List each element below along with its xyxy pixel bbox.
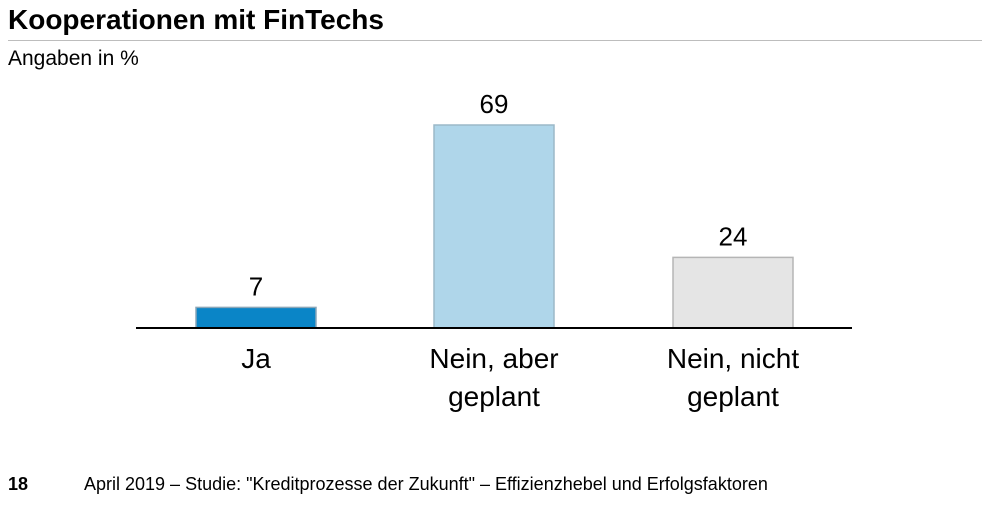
title-divider xyxy=(8,40,982,41)
footer-page-number: 18 xyxy=(8,474,29,494)
bar-2 xyxy=(433,124,555,329)
page-title: Kooperationen mit FinTechs xyxy=(8,4,384,35)
data-label-1: 7 xyxy=(249,271,263,301)
category-label-2-line-2: geplant xyxy=(448,381,540,412)
category-label-3-line-2: geplant xyxy=(687,381,779,412)
data-label-2: 69 xyxy=(480,89,509,119)
bar-chart: 7 Ja 69 Nein, aber geplant 24 Nein, nicht gepla… xyxy=(136,89,852,412)
bar-1 xyxy=(195,306,317,329)
footer-source: April 2019 – Studie: "Kreditprozesse der… xyxy=(84,474,768,494)
category-label-1-line-1: Ja xyxy=(241,343,271,374)
bar-3 xyxy=(672,256,794,329)
data-label-3: 24 xyxy=(719,221,748,251)
chart-subtitle: Angaben in % xyxy=(8,47,139,70)
category-label-2-line-1: Nein, aber xyxy=(429,343,558,374)
category-label-3-line-1: Nein, nicht xyxy=(667,343,800,374)
